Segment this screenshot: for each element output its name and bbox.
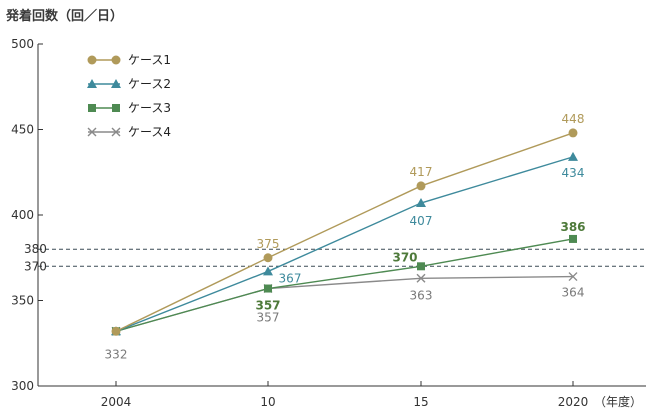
x-tick-label: 2020 <box>558 395 589 409</box>
legend-marker-case2 <box>87 79 97 88</box>
x-axis-unit-label: （年度） <box>594 394 642 409</box>
y-axis-title: 発着回数（回／日） <box>5 8 123 24</box>
point-case1-10 <box>263 253 273 263</box>
data-label-case2-10: 367 <box>279 271 302 285</box>
legend-marker-case3 <box>88 104 96 112</box>
point-case1-15 <box>416 181 426 191</box>
point-case3-2020 <box>569 234 577 243</box>
series-group <box>111 128 578 336</box>
data-label-case4-2004: 332 <box>105 347 128 361</box>
y-tick-label: 350 <box>11 294 34 308</box>
x-tick-label: 15 <box>413 395 428 409</box>
data-labels: 375 417 448 367 407 434 357 370 386 332 357 363 364 <box>105 112 586 361</box>
data-label-case4-10: 357 <box>257 311 280 325</box>
point-case3-10 <box>264 284 272 293</box>
point-case1-2004 <box>111 326 121 336</box>
x-marker-stroke <box>87 127 97 137</box>
legend-marker-case3 <box>112 104 120 112</box>
x-marker-stroke <box>568 272 578 282</box>
x-tick-label: 10 <box>260 395 275 409</box>
series-line-case3 <box>115 238 574 332</box>
data-label-case4-15: 363 <box>410 288 433 302</box>
x-tick-label: 2004 <box>101 395 132 409</box>
y-tick-label: 300 <box>11 379 34 393</box>
point-case3-15 <box>417 262 425 271</box>
y-tick-label: 450 <box>11 123 34 137</box>
reference-label-380: 380 <box>24 242 47 256</box>
legend-label-case3: ケース3 <box>128 101 171 115</box>
point-case1-2020 <box>568 128 578 138</box>
series-line-case1 <box>115 132 574 332</box>
data-label-case3-15: 370 <box>392 250 417 264</box>
y-tick-label: 400 <box>11 208 34 222</box>
point-case2-15 <box>416 198 426 208</box>
legend-label-case1: ケース1 <box>128 53 171 67</box>
x-marker-stroke <box>416 273 426 283</box>
legend-marker-case4 <box>111 127 121 137</box>
legend: ケース1 ケース2 ケース3 ケース4 <box>87 53 171 139</box>
legend-label-case2: ケース2 <box>128 77 171 91</box>
data-label-case4-2020: 364 <box>562 286 585 300</box>
legend-marker-case1 <box>111 55 121 65</box>
data-label-case3-10: 357 <box>255 299 280 313</box>
point-case4-2020 <box>568 272 578 282</box>
data-label-case1-15: 417 <box>410 165 433 179</box>
point-case2-10 <box>263 266 273 276</box>
y-tick-label: 500 <box>11 37 34 51</box>
data-label-case3-2020: 386 <box>560 220 585 234</box>
series-line-case2 <box>115 156 574 332</box>
legend-marker-case1 <box>87 55 97 65</box>
legend-marker-case4 <box>87 127 97 137</box>
data-label-case1-10: 375 <box>257 237 280 251</box>
point-case4-15 <box>416 273 426 283</box>
axes: 300 350 400 450 500 2004 10 15 2020 <box>11 37 646 409</box>
point-case2-2020 <box>568 151 578 161</box>
x-marker-stroke <box>111 127 121 137</box>
data-label-case2-2020: 434 <box>562 166 585 180</box>
legend-marker-case2 <box>111 79 121 88</box>
reference-lines: 380 370 <box>24 242 644 273</box>
data-label-case1-2020: 448 <box>562 112 585 126</box>
data-label-case2-15: 407 <box>410 214 433 228</box>
reference-label-370: 370 <box>24 259 47 273</box>
legend-label-case4: ケース4 <box>128 125 171 139</box>
